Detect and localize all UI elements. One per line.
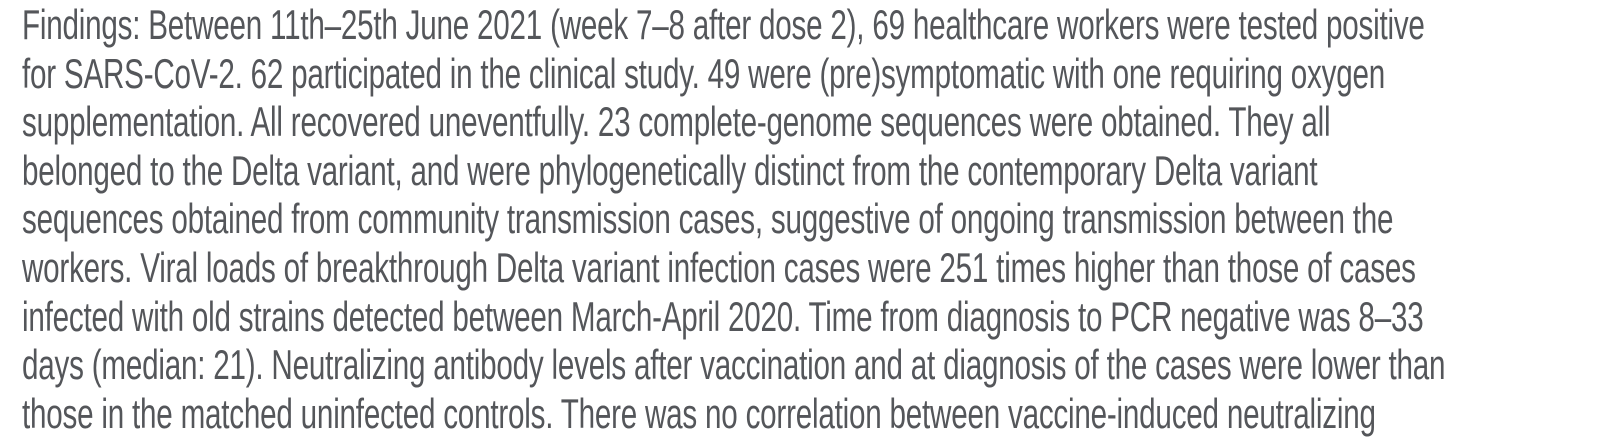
findings-paragraph: Findings: Between 11th–25th June 2021 (w… [22, 1, 1617, 438]
paragraph-line: sequences obtained from community transm… [22, 195, 1394, 243]
paragraph-line: Findings: Between 11th–25th June 2021 (w… [22, 1, 1425, 48]
paragraph-line: those in the matched uninfected controls… [22, 389, 1376, 437]
paragraph-line: workers. Viral loads of breakthrough Del… [22, 243, 1416, 291]
paragraph-line: days (median: 21). Neutralizing antibody… [22, 341, 1446, 389]
paragraph-line: supplementation. All recovered uneventfu… [22, 98, 1331, 146]
paragraph-line: infected with old strains detected betwe… [22, 292, 1424, 340]
paragraph-line: belonged to the Delta variant, and were … [22, 146, 1318, 194]
paragraph-line: for SARS-CoV-2. 62 participated in the c… [22, 49, 1385, 97]
